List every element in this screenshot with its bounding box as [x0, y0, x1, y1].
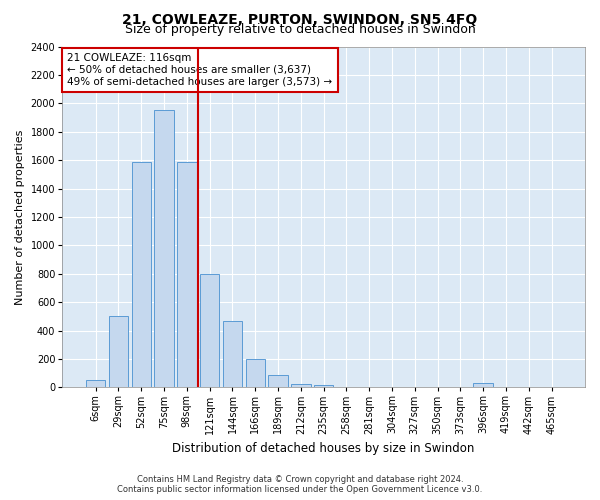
Bar	[109, 316, 128, 388]
Bar	[245, 359, 265, 388]
Bar	[200, 274, 220, 388]
Bar	[131, 162, 151, 388]
Bar	[268, 374, 288, 388]
Bar	[223, 320, 242, 388]
Text: 21 COWLEAZE: 116sqm
← 50% of detached houses are smaller (3,637)
49% of semi-det: 21 COWLEAZE: 116sqm ← 50% of detached ho…	[67, 54, 332, 86]
Bar	[86, 380, 106, 388]
Text: Size of property relative to detached houses in Swindon: Size of property relative to detached ho…	[125, 22, 475, 36]
Bar	[177, 162, 197, 388]
Text: 21, COWLEAZE, PURTON, SWINDON, SN5 4FQ: 21, COWLEAZE, PURTON, SWINDON, SN5 4FQ	[122, 12, 478, 26]
X-axis label: Distribution of detached houses by size in Swindon: Distribution of detached houses by size …	[172, 442, 475, 455]
Bar	[473, 384, 493, 388]
Bar	[314, 384, 334, 388]
Y-axis label: Number of detached properties: Number of detached properties	[15, 129, 25, 304]
Bar	[337, 386, 356, 388]
Bar	[291, 384, 311, 388]
Text: Contains HM Land Registry data © Crown copyright and database right 2024.
Contai: Contains HM Land Registry data © Crown c…	[118, 474, 482, 494]
Bar	[154, 110, 174, 388]
